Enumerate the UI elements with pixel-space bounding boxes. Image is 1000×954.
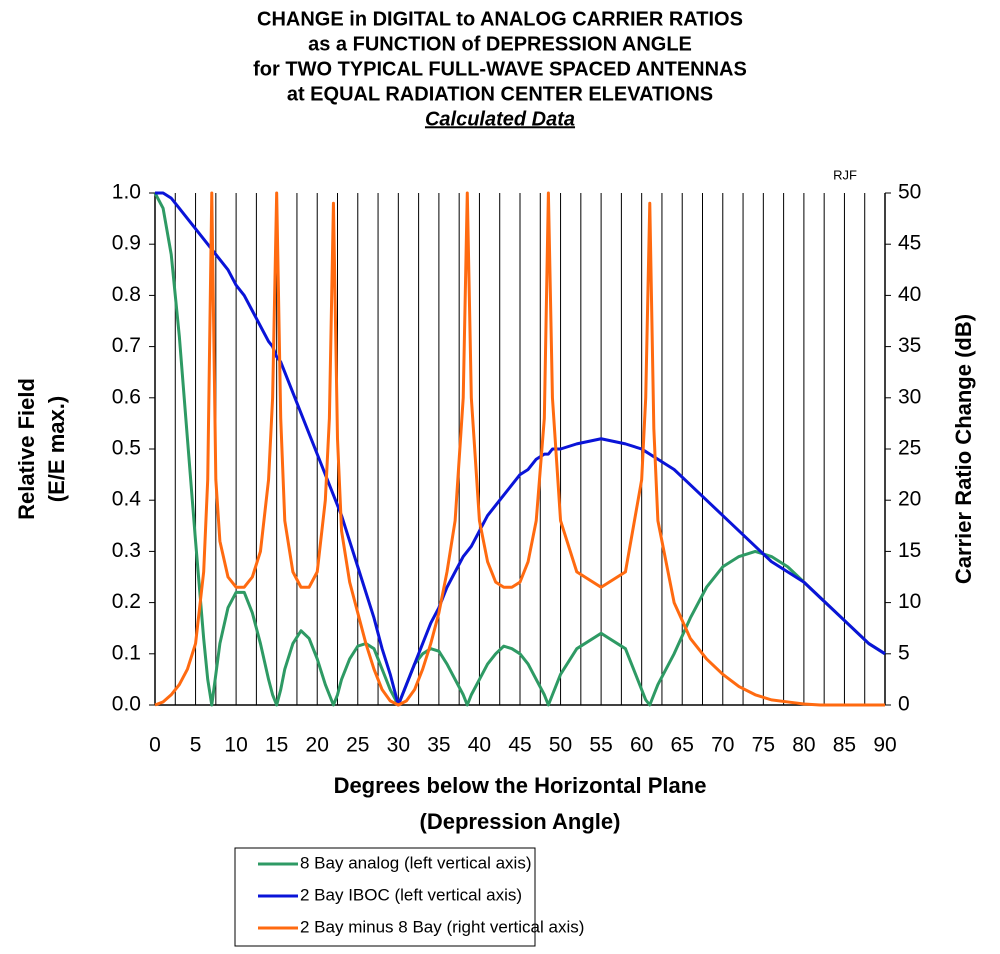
y-tick-label: 0.4 [112,488,142,511]
y2-tick-label: 45 [898,232,921,255]
y-tick-label: 0.6 [112,385,141,408]
x-tick-label: 45 [508,734,531,757]
x-tick-label: 40 [468,734,491,757]
legend-label: 2 Bay minus 8 Bay (right vertical axis) [300,917,584,936]
annotation: RJF [833,167,857,182]
x-tick-label: 90 [873,734,896,757]
y-tick-label: 0.8 [112,283,141,306]
x-tick-label: 50 [549,734,572,757]
x-tick-label: 5 [190,734,202,757]
y2-axis-label: Carrier Ratio Change (dB) [951,314,976,584]
y-tick-label: 0.3 [112,539,141,562]
series-line [154,191,885,707]
y2-tick-label: 10 [898,590,921,613]
x-tick-label: 25 [346,734,369,757]
y2-tick-label: 20 [898,488,921,511]
series-line [155,191,886,707]
y-tick-label: 0.2 [112,590,141,613]
x-axis-label: Degrees below the Horizontal Plane [334,773,707,798]
x-tick-label: 60 [630,734,653,757]
y2-tick-label: 40 [898,283,921,306]
y2-tick-label: 0 [898,693,910,716]
x-tick-label: 80 [792,734,815,757]
chart-title: CHANGE in DIGITAL to ANALOG CARRIER RATI… [257,8,743,30]
y2-tick-label: 50 [898,181,921,204]
x-axis-label: (Depression Angle) [420,809,621,834]
chart-subtitle: Calculated Data [425,108,575,130]
x-tick-label: 30 [387,734,410,757]
x-tick-label: 10 [224,734,247,757]
y2-tick-label: 5 [898,641,910,664]
y-tick-label: 0.7 [112,334,141,357]
chart-title: at EQUAL RADIATION CENTER ELEVATIONS [287,83,713,105]
x-tick-label: 55 [589,734,612,757]
x-tick-label: 85 [833,734,856,757]
y-axis-label: Relative Field [14,378,39,520]
y-tick-label: 0.5 [112,437,141,460]
legend-label: 2 Bay IBOC (left vertical axis) [300,885,522,904]
x-tick-label: 70 [711,734,734,757]
y-tick-label: 0.0 [112,693,141,716]
y-tick-label: 1.0 [112,181,141,204]
x-tick-label: 0 [149,734,161,757]
y-tick-label: 0.1 [112,641,141,664]
chart-title: for TWO TYPICAL FULL-WAVE SPACED ANTENNA… [253,58,747,80]
y2-tick-label: 15 [898,539,921,562]
chart-title: as a FUNCTION of DEPRESSION ANGLE [308,33,692,55]
legend-label: 8 Bay analog (left vertical axis) [300,853,532,872]
series-line [153,192,886,707]
y-tick-label: 0.9 [112,232,141,255]
x-tick-label: 15 [265,734,288,757]
y2-tick-label: 35 [898,334,921,357]
x-tick-label: 20 [306,734,329,757]
y2-tick-label: 25 [898,437,921,460]
x-tick-label: 35 [427,734,450,757]
y-axis-label: (E/E max.) [44,396,69,502]
y2-tick-label: 30 [898,385,921,408]
x-tick-label: 65 [671,734,694,757]
x-tick-label: 75 [752,734,775,757]
